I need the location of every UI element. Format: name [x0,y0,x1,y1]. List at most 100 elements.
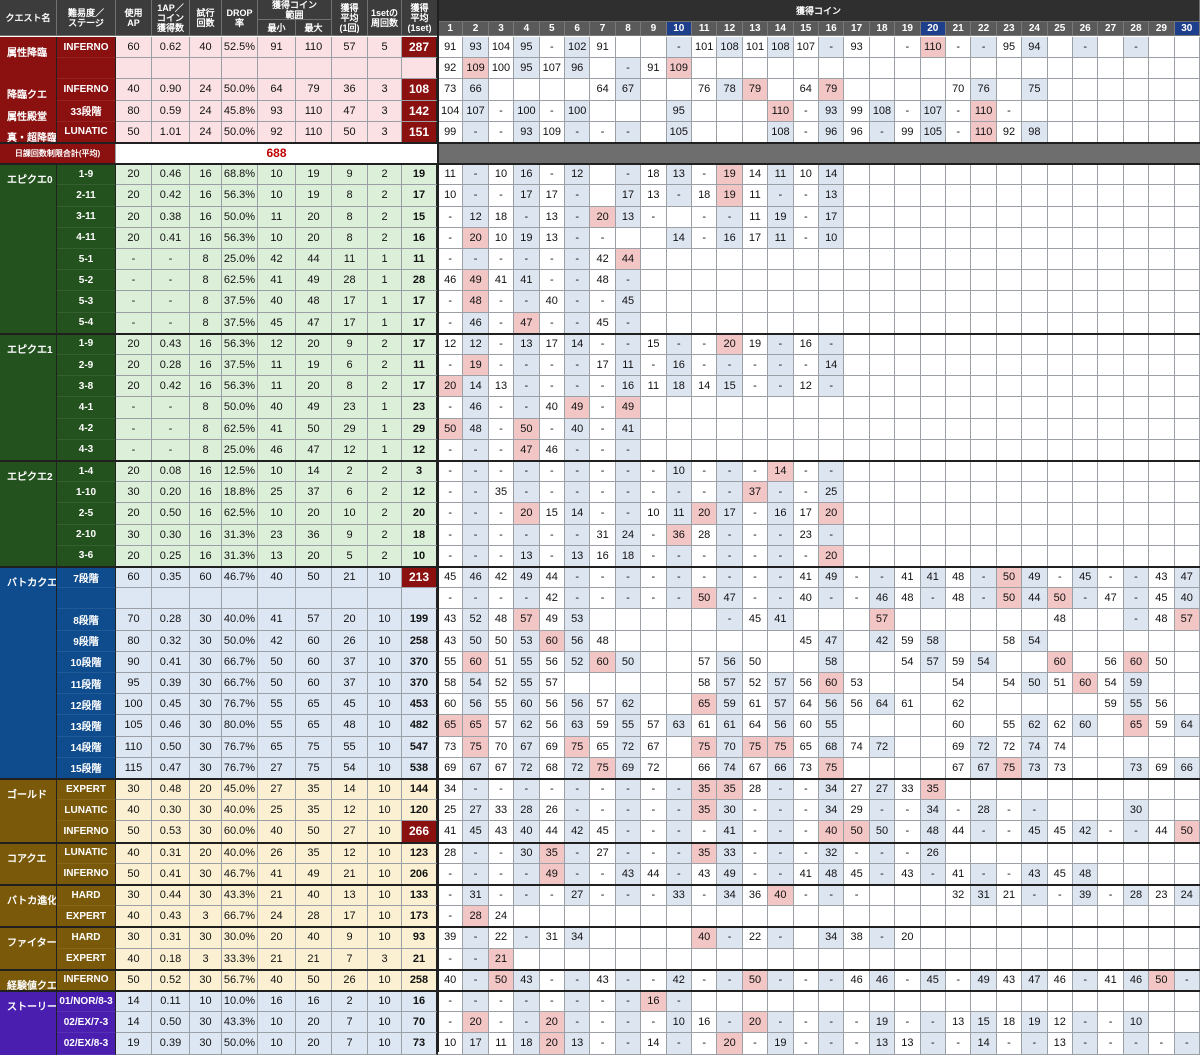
coin-cell: 39 [1073,885,1099,907]
coin-cell [844,609,870,631]
coin-cell: 43 [514,969,540,991]
coin-cell: - [996,100,1023,122]
coin-cell [666,397,692,419]
coin-cell: - [946,1033,972,1055]
coin-cell: 45 [920,969,946,991]
coin-cell [869,461,896,483]
coin-cell [1123,503,1150,525]
coin-per-ap: 0.28 [152,355,190,377]
coin-cell: 66 [768,757,794,779]
coin-cell [742,312,769,334]
coin-cell [920,376,946,398]
coin-cell: 110 [971,100,997,122]
quest-group: ストーリー [0,991,57,1055]
coin-max: 50 [296,567,332,589]
coin-cell: 60 [514,694,540,716]
coin-cell: 14 [971,1033,997,1055]
coin-cell: 73 [438,79,464,101]
coin-cell: 33 [717,842,743,864]
header-min: 最小 [258,20,296,36]
coin-cell: - [641,524,667,546]
coin-cell: - [438,1012,464,1034]
coin-cell: - [666,567,692,589]
trial-count: 30 [190,1033,222,1055]
trial-count: 8 [190,291,222,313]
ap-cost: 50 [116,863,152,885]
drop-rate: 33.3% [222,948,258,970]
coin-cell: - [895,842,921,864]
coin-cell: 37 [742,482,769,504]
coin-min: 23 [258,524,296,546]
coin-cell: 53 [514,630,540,652]
avg-per-set: 258 [402,969,438,991]
avg-per-run: 2 [332,991,368,1013]
coin-cell [1073,524,1099,546]
coin-cell: 56 [539,694,565,716]
runs-per-set: 10 [368,1012,402,1034]
group-separator [0,926,1200,929]
trial-count: 30 [190,630,222,652]
coin-cell [895,757,921,779]
coin-cell: 47 [1022,969,1048,991]
drop-rate: 37.5% [222,291,258,313]
trial-count: 30 [190,969,222,991]
coin-cell [844,355,870,377]
coin-cell: 57 [692,651,718,673]
coin-cell [641,397,667,419]
coin-cell: 34 [819,800,845,822]
avg-per-run: 7 [332,1012,368,1034]
coin-cell: 17 [514,185,540,207]
coin-cell: - [717,567,743,589]
coin-cell: - [565,482,591,504]
coin-cell: - [565,206,591,228]
avg-per-set: 173 [402,906,438,928]
quest-group: バトカ進化 [0,885,57,928]
coin-cell [615,37,642,59]
avg-per-set: 199 [402,609,438,631]
coin-cell: 54 [1022,630,1048,652]
coin-cell: 105 [666,121,692,143]
coin-cell: 12 [463,333,489,355]
coin-cell [996,545,1023,567]
coin-cell [996,79,1023,101]
coin-cell: - [869,842,896,864]
coin-cell [895,249,921,271]
coin-max: 20 [296,503,332,525]
coin-cell [895,79,921,101]
ap-cost [116,588,152,610]
coin-cell [920,503,946,525]
coin-cell: 27 [565,885,591,907]
coin-cell [895,376,921,398]
coin-cell: - [1073,1033,1099,1055]
coin-cell: - [920,863,946,885]
group-separator [0,990,1200,992]
drop-rate: 18.8% [222,482,258,504]
coin-cell: 50 [1149,651,1175,673]
coin-cell: - [615,270,642,292]
coin-cell: - [539,418,565,440]
coin-cell [869,270,896,292]
coin-cell: - [463,524,489,546]
runs-per-set: 2 [368,545,402,567]
coin-cell [895,270,921,292]
daily-limit-value: 688 [116,143,438,165]
trial-count: 24 [190,100,222,122]
coin-cell: - [1123,588,1150,610]
coin-cell: - [768,376,794,398]
coin-cell: 28 [742,779,769,801]
coin-cell [844,439,870,461]
coin-min: 11 [258,355,296,377]
coin-cell: - [438,355,464,377]
coin-cell [1149,79,1175,101]
coin-cell: 91 [590,37,616,59]
coin-cell [793,609,819,631]
day-number: 4 [514,22,540,36]
coin-cell [539,906,565,928]
coin-cell: - [768,545,794,567]
coin-cell [971,333,997,355]
coin-cell: 75 [565,736,591,758]
coin-cell: - [666,588,692,610]
coin-cell: 96 [819,121,845,143]
coin-cell [996,227,1023,249]
coin-cell [1073,779,1099,801]
